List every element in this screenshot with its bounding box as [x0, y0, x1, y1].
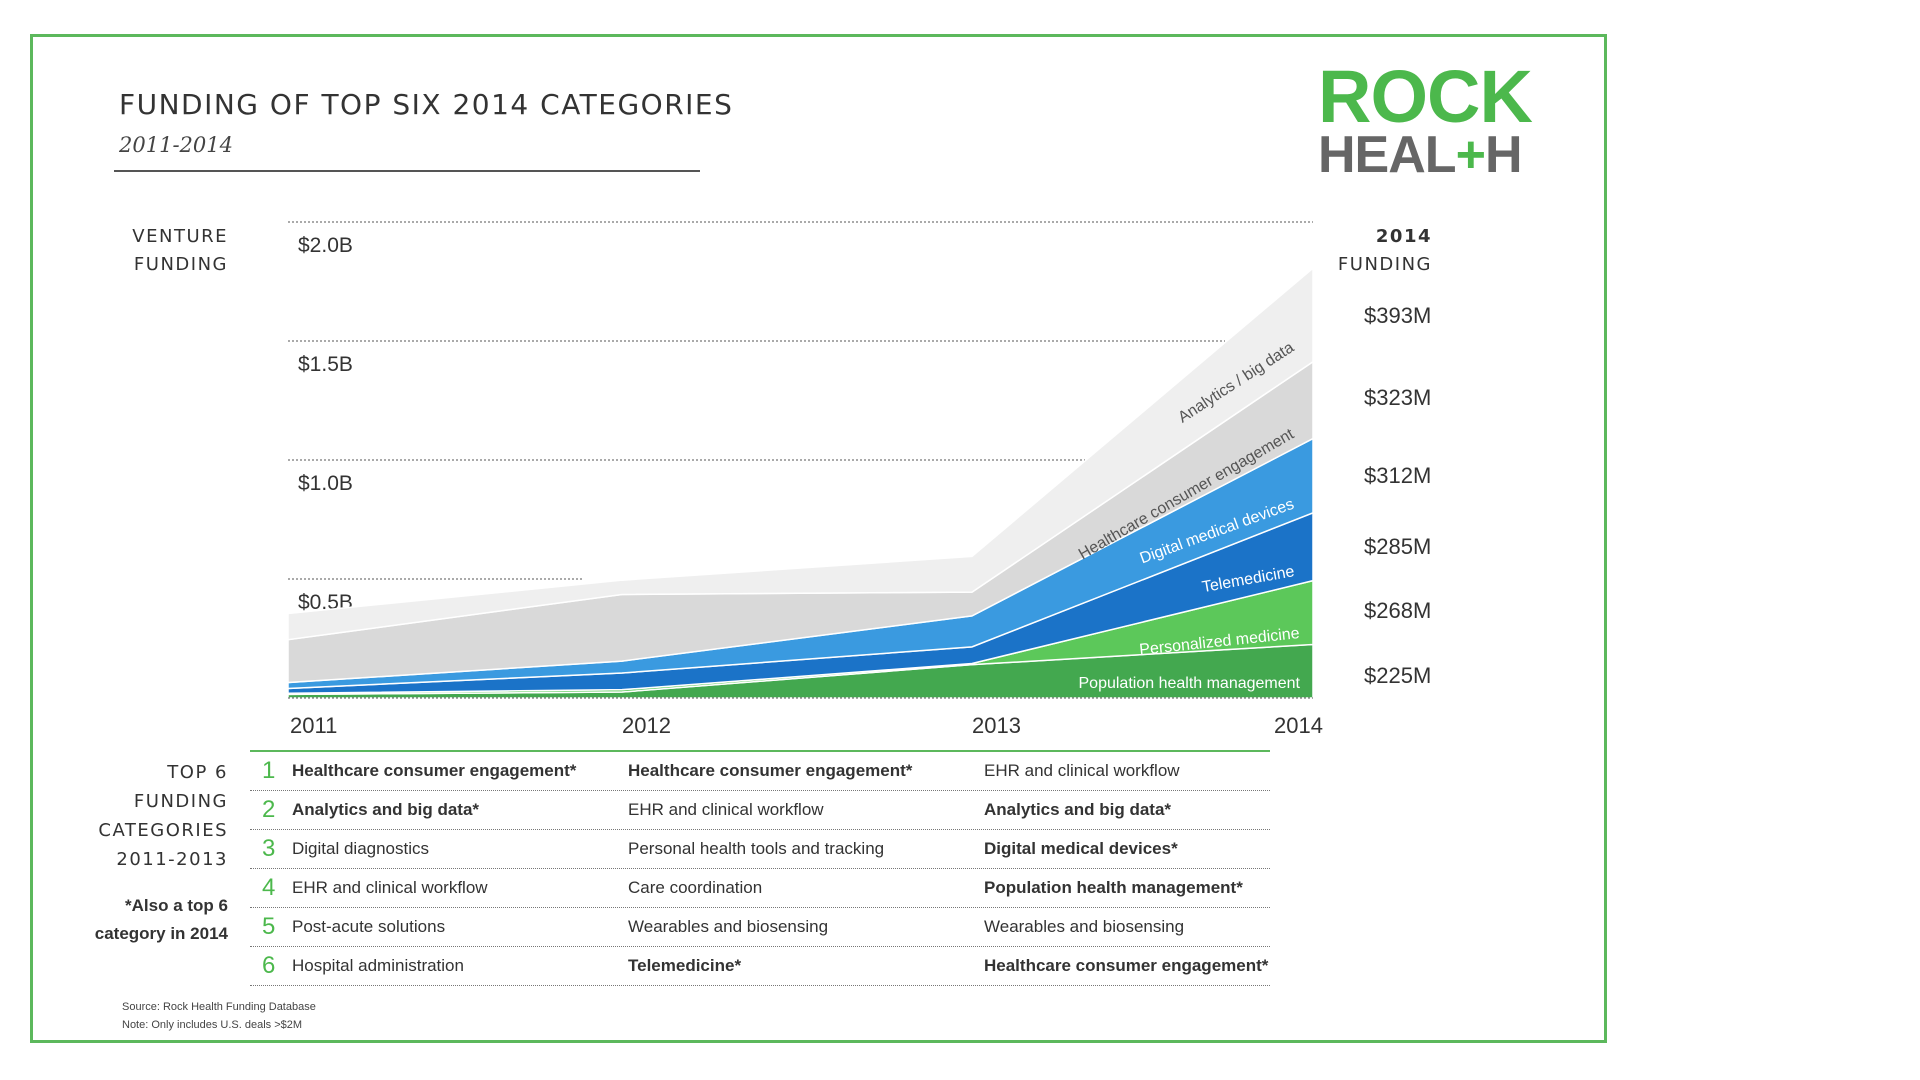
venture-funding-label-line2: FUNDING: [133, 254, 228, 275]
top6-label-line2: FUNDING: [133, 791, 228, 812]
venture-funding-label-line1: VENTURE: [132, 226, 228, 247]
table-row: 5 Post-acute solutions Wearables and biose…: [250, 908, 1270, 947]
table-header-rule: [250, 750, 1270, 752]
series-label: Population health management: [1079, 675, 1301, 692]
table-cell: Healthcare consumer engagement*: [628, 761, 913, 780]
table-cell: EHR and clinical workflow: [628, 800, 824, 819]
table-cell: Wearables and biosensing: [984, 917, 1185, 936]
rank-number: 5: [262, 913, 276, 940]
table-cell: Post-acute solutions: [292, 917, 446, 936]
rank-number: 1: [262, 757, 276, 784]
source-line: Source: Rock Health Funding Database: [122, 1001, 316, 1013]
table-cell: Population health management*: [984, 878, 1243, 897]
data-label-2014: $268M: [1364, 598, 1431, 623]
table-row: 1 Healthcare consumer engagement* Healthca…: [250, 752, 1270, 791]
table-cell: Digital medical devices*: [984, 839, 1178, 858]
table-cell: Hospital administration: [292, 956, 464, 975]
table-row: 6 Hospital administration Telemedicine* Hea…: [250, 947, 1270, 986]
rank-number: 3: [262, 835, 276, 862]
table-cell: Healthcare consumer engagement*: [984, 956, 1269, 975]
y-tick-label: $2.0B: [298, 234, 353, 257]
top6-label: TOP 6 FUNDING CATEGORIES 2011-2013: [90, 758, 228, 874]
table-cell: EHR and clinical workflow: [292, 878, 488, 897]
top6-label-line1: TOP 6: [167, 762, 228, 783]
logo-text-health: HEAL+H: [1318, 126, 1522, 184]
table-cell: Digital diagnostics: [292, 839, 430, 858]
data-label-2014: $323M: [1364, 385, 1431, 410]
x-tick-label: 2012: [622, 713, 671, 738]
source-note: Source: Rock Health Funding Database Not…: [122, 998, 316, 1034]
y-tick-label: $1.0B: [298, 472, 353, 495]
data-label-2014: $285M: [1364, 534, 1431, 559]
table-row: 3 Digital diagnostics Personal health tool…: [250, 830, 1270, 869]
table-cell: Telemedicine*: [628, 956, 742, 975]
rank-number: 4: [262, 874, 276, 901]
table-cell: Care coordination: [628, 878, 763, 897]
data-label-2014: $312M: [1364, 463, 1431, 488]
table-row: 2 Analytics and big data* EHR and clinical…: [250, 791, 1270, 830]
top6-label-line3: CATEGORIES: [98, 820, 228, 841]
funding-2014-label-line1: 2014: [1375, 226, 1432, 247]
y-tick-label: $1.5B: [298, 353, 353, 376]
chart-frame: [30, 34, 1607, 1043]
also-top6-note-line2: category in 2014: [94, 924, 228, 943]
top6-table: 1 Healthcare consumer engagement* Healthca…: [250, 752, 1270, 986]
table-row: 4 EHR and clinical workflow Care coordinat…: [250, 869, 1270, 908]
chart-title: FUNDING OF TOP SIX 2014 CATEGORIES: [119, 88, 734, 121]
logo-text-rock: ROCK: [1318, 55, 1533, 138]
x-tick-label: 2013: [972, 713, 1021, 738]
x-tick-label: 2011: [290, 713, 337, 738]
also-top6-note: *Also a top 6 category in 2014: [60, 892, 228, 948]
funding-2014-label-line2: FUNDING: [1337, 254, 1432, 275]
rock-health-logo: ROCK HEAL+H: [1318, 60, 1533, 184]
data-label-2014: $225M: [1364, 663, 1431, 688]
table-cell: Analytics and big data*: [292, 800, 480, 819]
rank-number: 6: [262, 952, 276, 979]
data-label-2014: $393M: [1364, 303, 1431, 328]
source-note-line: Note: Only includes U.S. deals >$2M: [122, 1019, 303, 1031]
table-cell: Analytics and big data*: [984, 800, 1172, 819]
rank-number: 2: [262, 796, 276, 823]
table-cell: Wearables and biosensing: [628, 917, 829, 936]
area-series: [287, 266, 1314, 641]
table-cell: Healthcare consumer engagement*: [292, 761, 577, 780]
chart-subtitle: 2011-2014: [119, 133, 233, 157]
also-top6-note-line1: *Also a top 6: [125, 896, 228, 915]
table-cell: Personal health tools and tracking: [628, 839, 885, 858]
table-cell: EHR and clinical workflow: [984, 761, 1180, 780]
venture-funding-label: VENTURE FUNDING: [120, 223, 228, 279]
funding-2014-label: 2014 FUNDING: [1320, 223, 1432, 279]
x-tick-label: 2014: [1274, 713, 1323, 738]
top6-label-line4: 2011-2013: [116, 849, 228, 870]
title-divider: [114, 170, 700, 172]
